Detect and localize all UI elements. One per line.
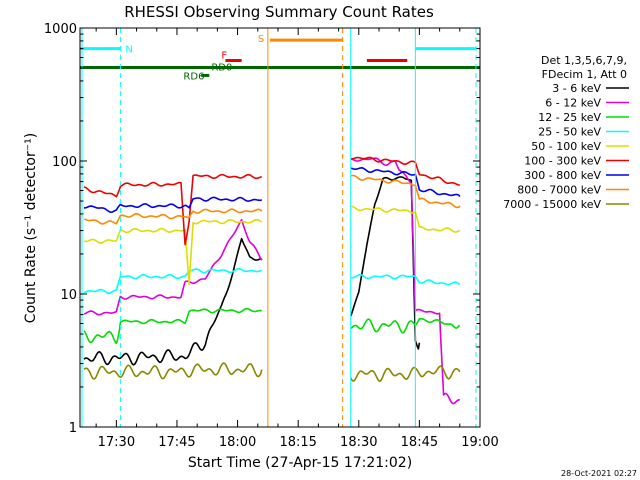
timestamp-label: 28-Oct-2021 02:27 bbox=[561, 469, 637, 478]
series-line-5-segment-1 bbox=[350, 156, 460, 186]
flag-label-4: RD0 bbox=[211, 62, 232, 73]
series-line-6-segment-0 bbox=[83, 196, 263, 213]
legend-label-1: 6 - 12 keV bbox=[545, 97, 601, 110]
series-line-2-segment-1 bbox=[350, 317, 461, 334]
x-tick-label-2: 18:00 bbox=[219, 435, 256, 450]
y-tick-label-0: 1 bbox=[69, 421, 77, 436]
series-line-6-segment-1 bbox=[350, 167, 461, 198]
x-tick-label-6: 19:00 bbox=[461, 435, 498, 450]
legend-label-8: 7000 - 15000 keV bbox=[503, 198, 601, 211]
flag-label-2: F bbox=[221, 50, 227, 61]
series-line-7-segment-0 bbox=[83, 208, 263, 225]
series-line-7-segment-1 bbox=[350, 174, 461, 209]
legend-label-3: 25 - 50 keV bbox=[538, 126, 601, 139]
x-tick-label-0: 17:30 bbox=[98, 435, 135, 450]
legend-label-5: 100 - 300 keV bbox=[524, 155, 601, 168]
series-line-2-segment-0 bbox=[83, 307, 262, 345]
x-axis-label: Start Time (27-Apr-15 17:21:02) bbox=[188, 455, 412, 471]
series-line-4-segment-0 bbox=[83, 218, 262, 286]
series-line-3-segment-0 bbox=[83, 267, 262, 294]
series-line-8-segment-1 bbox=[349, 365, 461, 382]
legend: Det 1,3,5,6,7,9,FDecim 1, Att 03 - 6 keV… bbox=[503, 54, 629, 211]
flag-label-1: S bbox=[258, 34, 264, 45]
flag-label-3: RD6 bbox=[183, 71, 204, 82]
plot-frame bbox=[79, 27, 481, 428]
y-tick-label-2: 100 bbox=[52, 155, 77, 170]
series-line-4-segment-1 bbox=[350, 205, 461, 233]
series-line-1-segment-1 bbox=[350, 157, 460, 405]
plot-data bbox=[83, 156, 461, 405]
y-tick-label-3: 1000 bbox=[44, 22, 77, 37]
legend-label-4: 50 - 100 keV bbox=[531, 140, 601, 153]
legend-label-6: 300 - 800 keV bbox=[524, 169, 601, 182]
series-line-1-segment-0 bbox=[83, 219, 263, 316]
series-line-5-segment-0 bbox=[83, 173, 262, 246]
plot-annotations: N S F RD6 RD0 bbox=[80, 28, 480, 427]
y-axis-label: Count Rate (s⁻¹ detector⁻¹) bbox=[23, 133, 39, 323]
chart-title: RHESSI Observing Summary Count Rates bbox=[124, 3, 434, 21]
x-tick-label-3: 18:15 bbox=[279, 435, 316, 450]
y-tick-label-1: 10 bbox=[60, 288, 77, 303]
legend-header-line-0: Det 1,3,5,6,7,9, bbox=[541, 54, 627, 67]
x-tick-label-1: 17:45 bbox=[158, 435, 195, 450]
legend-label-7: 800 - 7000 keV bbox=[517, 184, 601, 197]
x-tick-label-5: 18:45 bbox=[401, 435, 438, 450]
series-line-8-segment-0 bbox=[83, 362, 263, 380]
series-line-3-segment-1 bbox=[350, 273, 461, 286]
legend-label-2: 12 - 25 keV bbox=[538, 111, 601, 124]
series-line-0-segment-0 bbox=[83, 237, 263, 366]
flag-label-0: N bbox=[125, 45, 132, 56]
axes: 17:30 17:45 18:00 18:15 18:30 18:45 19:00 1 10 10… bbox=[44, 22, 499, 450]
x-tick-label-4: 18:30 bbox=[340, 435, 377, 450]
legend-header-line-1: FDecim 1, Att 0 bbox=[542, 68, 627, 81]
legend-label-0: 3 - 6 keV bbox=[552, 82, 601, 95]
